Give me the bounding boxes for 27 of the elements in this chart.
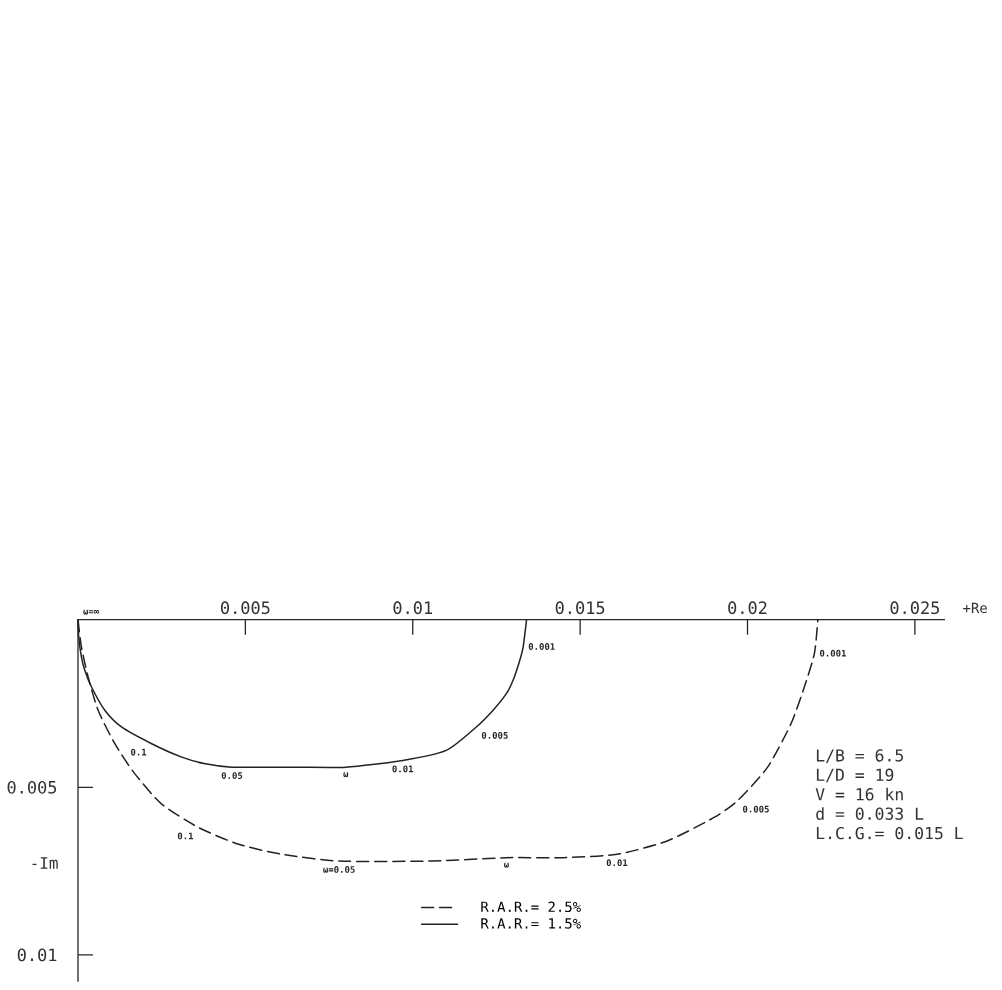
annotation: 0.001 [819, 649, 847, 657]
x-tick-label: 0.005 [220, 601, 270, 615]
legend-label: R.A.R.= 1.5% [481, 918, 581, 929]
annotation: 0.1 [130, 748, 147, 756]
legend-label: R.A.R.= 2.5% [481, 901, 581, 913]
annotation: V = 16 kn [815, 787, 903, 801]
annotation: ω=0.05 [323, 866, 355, 873]
annotation: 0.005 [743, 805, 769, 813]
annotation: 0.001 [528, 643, 555, 650]
x-tick-label: 0.025 [890, 601, 940, 615]
y-axis-title: -Im [32, 857, 58, 869]
annotation: L/D = 19 [816, 768, 894, 783]
annotation: ω [504, 862, 509, 868]
x-axis-title: +Re [963, 602, 987, 614]
annotation: d = 0.033 L [816, 807, 924, 820]
x-tick-label: 0.015 [555, 601, 605, 615]
annotation: ω=∞ [83, 609, 100, 615]
annotation: 0.005 [481, 731, 508, 739]
annotation: 0.01 [606, 859, 628, 867]
x-tick-label: 0.01 [393, 601, 432, 615]
annotation: 0.05 [221, 772, 243, 779]
x-tick-label: 0.02 [728, 601, 767, 615]
annotation: L.C.G.= 0.015 L [816, 826, 963, 840]
annotation: 0.01 [392, 765, 414, 773]
annotation: L/B = 6.5 [816, 749, 903, 763]
annotation: ω [343, 772, 349, 778]
annotation: 0.1 [177, 832, 194, 840]
